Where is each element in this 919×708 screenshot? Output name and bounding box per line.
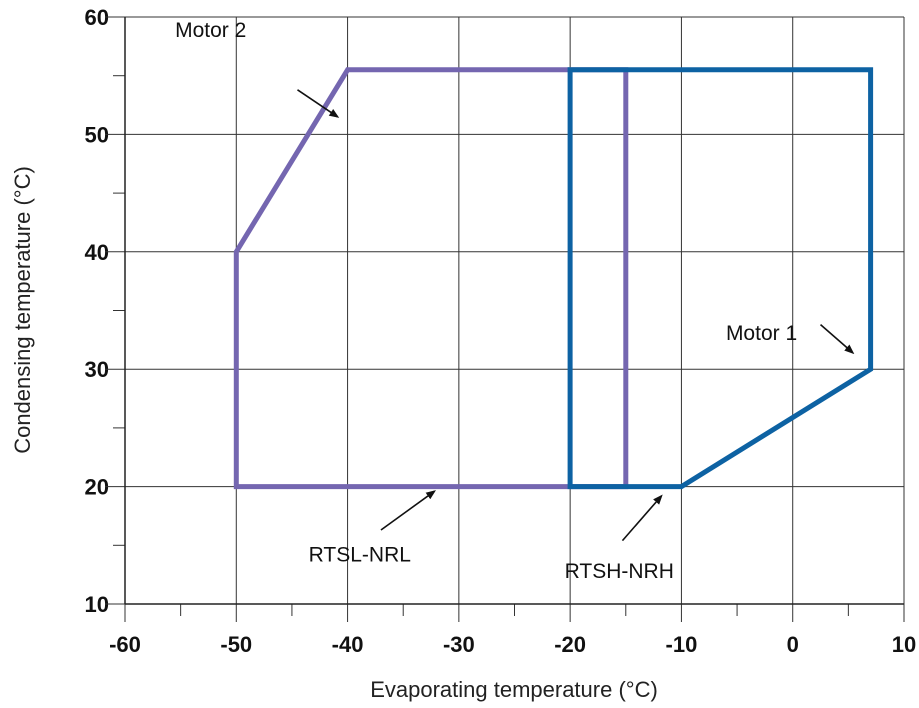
annotations: Motor 2 Motor 1 RTSL-NRL RTSH-NRH [175, 19, 855, 583]
series-line-1 [233, 67, 629, 490]
x-tick-label: 0 [787, 632, 799, 657]
x-tick-label: -60 [109, 632, 141, 657]
x-tick-label: 10 [892, 632, 916, 657]
y-tick-label: 30 [85, 357, 109, 382]
annotation-label: RTSL-NRL [309, 544, 411, 567]
axes: -60 -50 -40 -30 -20 -10 0 10 10 20 30 40 50 60 [85, 5, 917, 657]
x-axis-title: Evaporating temperature (°C) [370, 677, 658, 702]
annotation-arrow [297, 89, 340, 118]
y-tick-label: 10 [85, 592, 109, 617]
grid [124, 16, 905, 605]
annotation-label: Motor 1 [726, 322, 797, 345]
annotation-label: Motor 2 [175, 19, 246, 42]
x-tick-label: -40 [332, 632, 364, 657]
x-tick-label: -30 [443, 632, 475, 657]
y-tick-label: 50 [85, 122, 109, 147]
y-tick-label: 60 [85, 5, 109, 30]
annotation-arrow [820, 323, 855, 355]
y-tick-label: 40 [85, 240, 109, 265]
annotation-arrow [380, 490, 436, 531]
y-axis-title: Condensing temperature (°C) [10, 166, 35, 454]
x-tick-label: -20 [554, 632, 586, 657]
series-layer [233, 67, 874, 490]
series-line-2 [567, 67, 874, 490]
annotation-arrow [621, 494, 663, 542]
x-tick-label: -10 [666, 632, 698, 657]
y-tick-label: 20 [85, 475, 109, 500]
x-tick-label: -50 [220, 632, 252, 657]
annotation-label: RTSH-NRH [565, 560, 674, 583]
